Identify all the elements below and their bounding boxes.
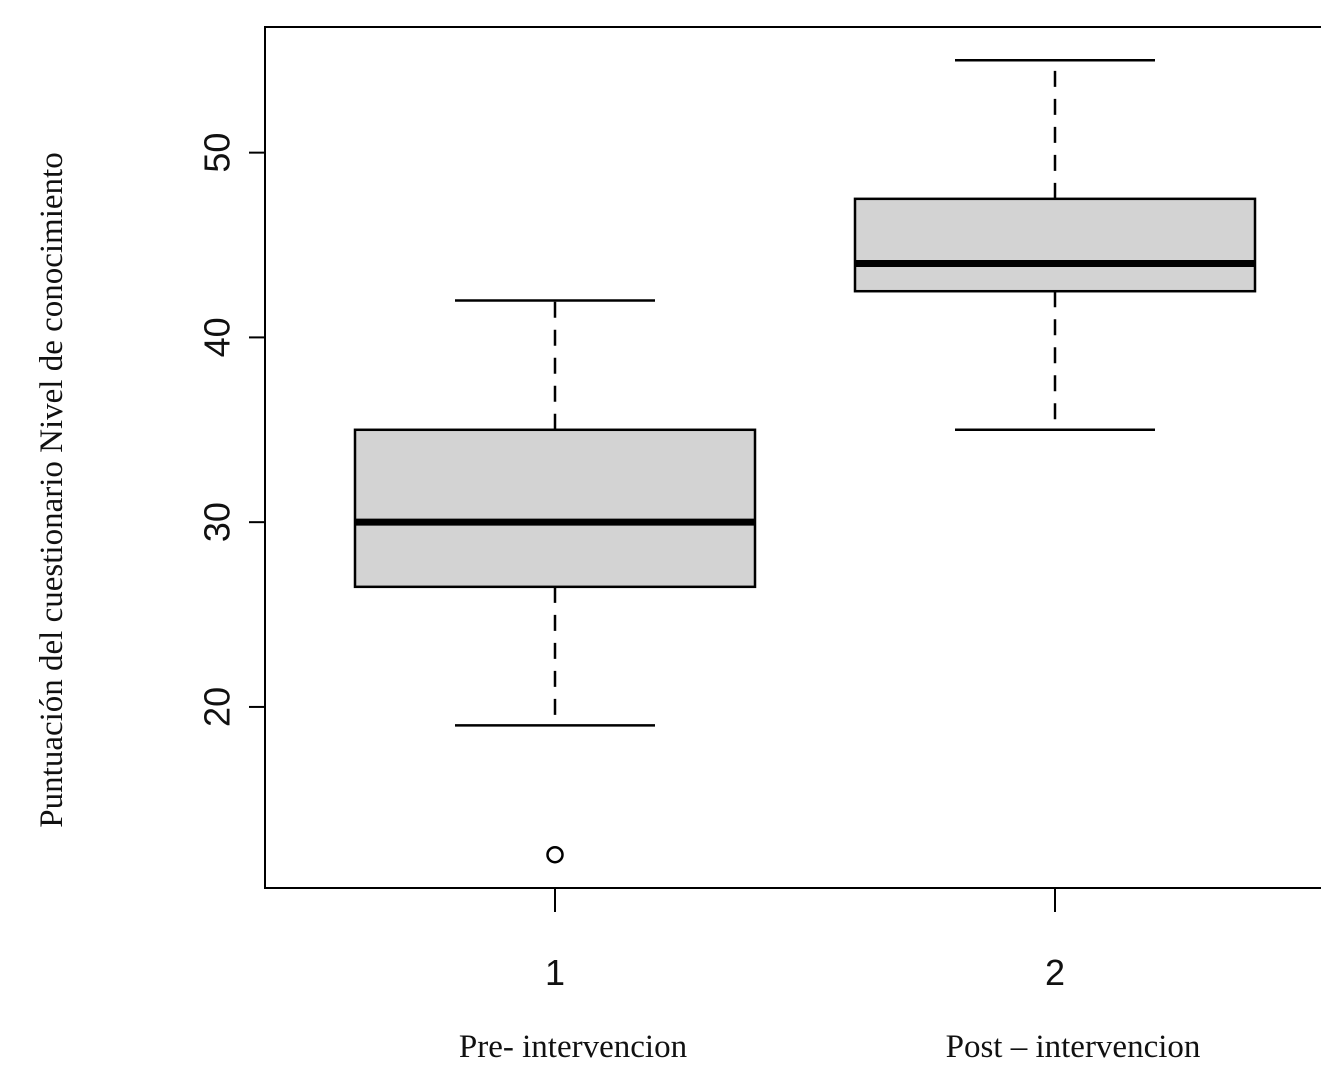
box-group	[353, 299, 757, 864]
outlier-point	[546, 845, 564, 864]
y-tick-label: 40	[197, 317, 238, 357]
iqr-box	[853, 197, 1257, 293]
y-axis-label: Puntuación del cuestionario Nivel de con…	[34, 152, 70, 827]
y-axis: 20 30 40 50	[197, 133, 265, 727]
y-tick-label: 50	[197, 133, 238, 173]
x-axis: 1 Pre- intervencion 2 Post – intervencion	[459, 888, 1200, 1065]
box-group	[853, 59, 1257, 432]
y-tick-label: 20	[197, 687, 238, 727]
plot-frame	[264, 26, 1321, 889]
y-tick-label: 30	[197, 502, 238, 542]
x-category-label: Pre- intervencion	[459, 1029, 687, 1065]
plot-border	[264, 26, 1321, 889]
iqr-box	[353, 428, 757, 589]
x-tick-label: 1	[545, 952, 565, 993]
x-tick-label: 2	[1045, 952, 1065, 993]
x-category-label: Post – intervencion	[946, 1029, 1201, 1065]
boxes	[353, 59, 1257, 864]
